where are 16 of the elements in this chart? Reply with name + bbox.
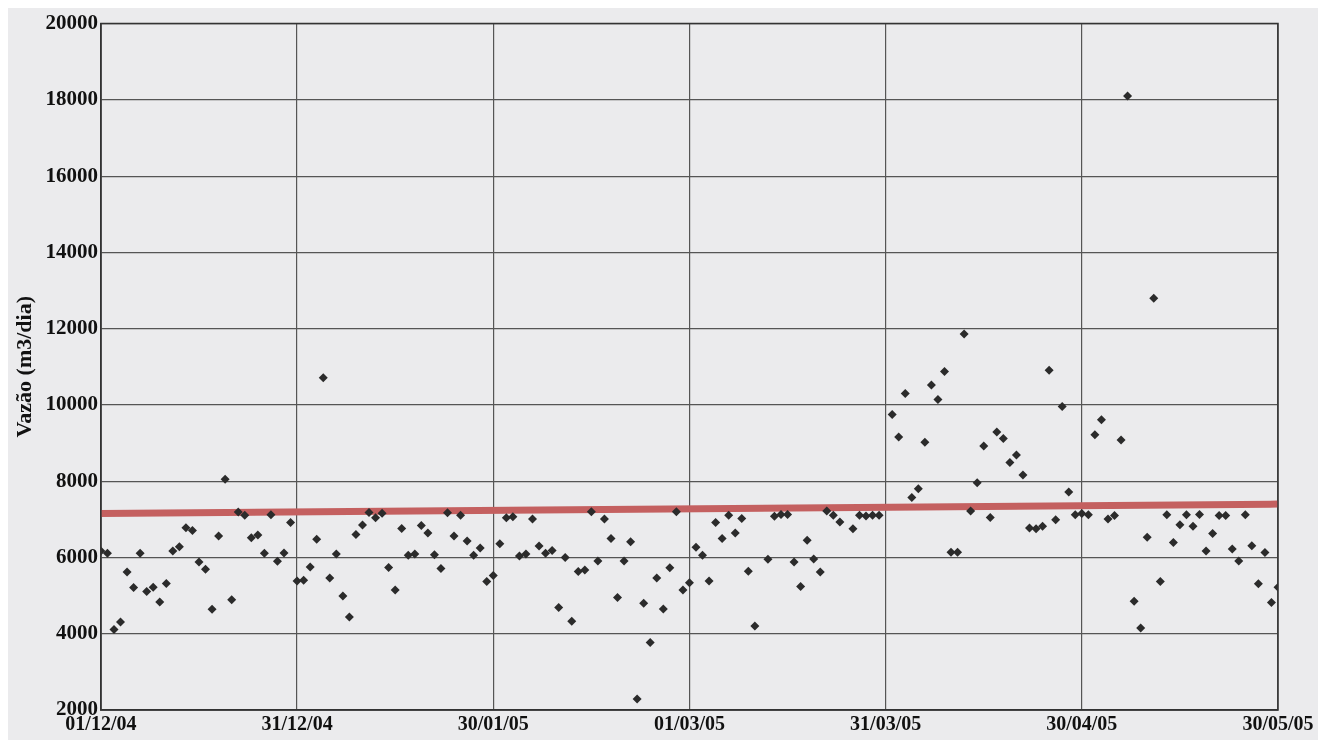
x-tick-label: 31/03/05	[850, 712, 922, 735]
y-tick-label: 6000	[55, 543, 98, 568]
y-axis-title: Vazão (m3/dia)	[10, 296, 36, 438]
y-tick-label: 16000	[45, 162, 98, 187]
y-tick-label: 12000	[45, 315, 98, 340]
x-tick-label: 30/01/05	[457, 712, 529, 735]
x-tick-label: 31/12/04	[261, 712, 333, 735]
y-tick-label: 20000	[45, 10, 98, 35]
x-tick-label: 30/04/05	[1046, 712, 1118, 735]
y-tick-label: 10000	[45, 391, 98, 416]
y-tick-label: 18000	[45, 86, 98, 111]
y-tick-label: 14000	[45, 238, 98, 263]
y-tick-label: 4000	[55, 620, 98, 645]
x-tick-label: 01/03/05	[653, 712, 726, 735]
x-tick-label: 30/05/05	[1242, 712, 1314, 735]
y-tick-label: 8000	[55, 467, 98, 492]
